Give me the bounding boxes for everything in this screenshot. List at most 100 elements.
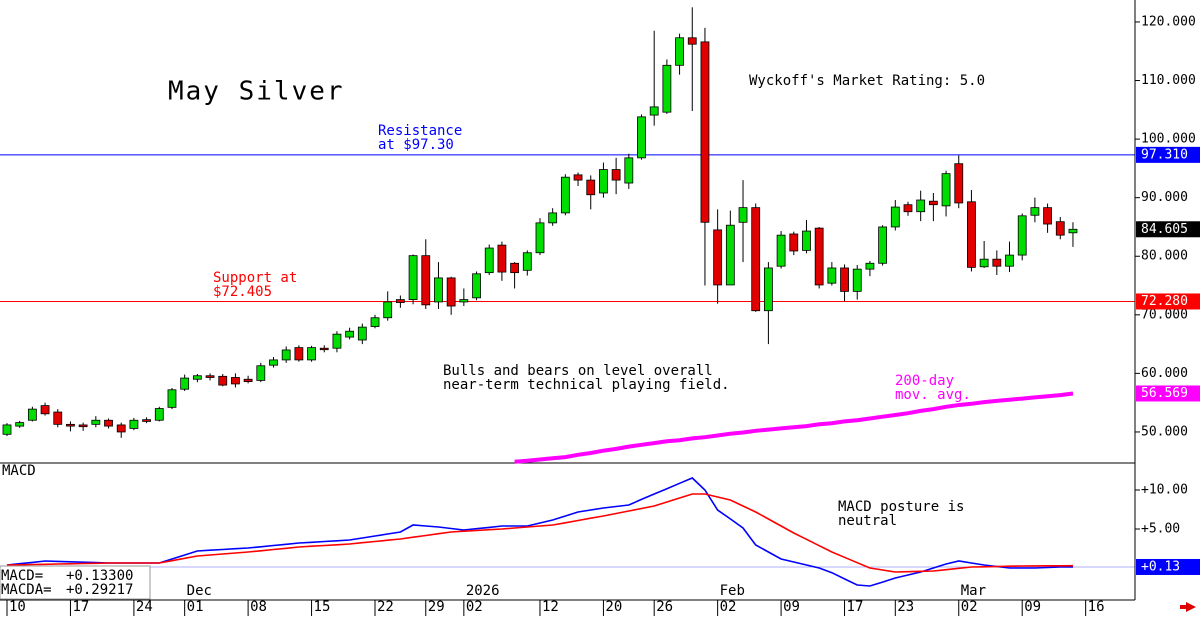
level-label: +0.13 [1141, 559, 1180, 574]
candle-body [40, 405, 50, 415]
candle-body [662, 64, 672, 113]
x-tick-label: 23 [897, 599, 914, 615]
candle-body [205, 375, 215, 378]
x-tick-label: 01 [187, 599, 204, 615]
candle-body [231, 377, 240, 385]
candle-body [611, 169, 621, 181]
candle-body [624, 157, 634, 184]
level-label: 72.280 [1141, 294, 1188, 309]
x-tick-label: 24 [136, 599, 153, 615]
x-tick-label: 22 [377, 599, 394, 615]
candle-body [852, 268, 862, 292]
candle-body [979, 258, 989, 268]
resistance-note: at $97.30 [378, 137, 454, 153]
macd-note: neutral [838, 513, 897, 529]
month-label: Mar [961, 583, 986, 599]
x-tick-label: 15 [314, 599, 331, 615]
readout-value: +0.29217 [66, 582, 133, 598]
x-tick-label: 02 [720, 599, 737, 615]
candle-body [294, 347, 304, 361]
candle-body [421, 255, 431, 306]
candle-body [357, 326, 367, 341]
y-tick-label: 70.000 [1141, 307, 1188, 322]
candle-body [649, 106, 659, 116]
readout-value: +0.13300 [66, 568, 133, 584]
candle-body [675, 37, 684, 66]
month-label: Feb [720, 583, 745, 599]
candle-body [1030, 207, 1040, 216]
comment: Bulls and bears on level overall [443, 363, 713, 379]
candle-body [827, 267, 837, 284]
candle-body [890, 206, 900, 228]
y-tick-label: 120.000 [1141, 14, 1196, 29]
candle-body [269, 359, 278, 366]
candle-body [1005, 254, 1014, 267]
y-tick-label: 100.000 [1141, 132, 1196, 147]
candle-body [510, 262, 520, 274]
candle-body [395, 299, 405, 303]
candle-body [814, 227, 824, 286]
comment: near-term technical playing field. [443, 377, 730, 393]
ma-note: mov. avg. [895, 387, 971, 403]
candle-body [459, 299, 469, 303]
y-tick-label: +5.00 [1141, 522, 1180, 537]
support-note: $72.405 [213, 284, 272, 300]
x-tick-label: 26 [656, 599, 673, 615]
x-tick-label: 10 [9, 599, 26, 615]
candle-body [776, 234, 786, 267]
candle-body [484, 247, 494, 274]
candle-body [764, 267, 773, 312]
candle-body [15, 422, 25, 427]
support-note: Support at [213, 270, 297, 286]
readout-box [0, 565, 151, 600]
moving-average [514, 391, 1074, 464]
x-tick-label: 20 [605, 599, 622, 615]
candle-body [967, 201, 976, 268]
candle-body [78, 424, 88, 428]
candle-body [104, 419, 113, 427]
candle-body [53, 411, 63, 425]
candle-body [802, 230, 811, 251]
candle-body [599, 169, 608, 194]
macd-line [6, 477, 1073, 587]
macd-title: MACD [2, 463, 36, 479]
candle-body [218, 375, 228, 386]
candle-body [243, 378, 253, 382]
candle-body [91, 419, 101, 425]
level-marker [1136, 221, 1200, 238]
x-tick-label: 02 [961, 599, 978, 615]
macd-line [6, 493, 1074, 573]
candle-body [573, 174, 583, 181]
macd-note: MACD posture is [838, 499, 964, 515]
chart-title: May Silver [168, 77, 345, 107]
x-tick-label: 09 [783, 599, 800, 615]
candle-body [66, 423, 75, 427]
candle-body [142, 419, 151, 422]
candle-body [1043, 207, 1052, 225]
candle-body [154, 408, 164, 421]
y-tick-label: 110.000 [1141, 73, 1196, 88]
candle-body [370, 317, 380, 327]
candle-body [789, 233, 799, 252]
candle-body [345, 330, 355, 338]
level-marker [1136, 146, 1200, 163]
candle-body [1068, 228, 1078, 234]
candle-body [954, 163, 964, 204]
candle-body [751, 207, 761, 312]
candle-body [408, 255, 418, 300]
resistance-note: Resistance [378, 123, 462, 139]
candle-body [27, 408, 37, 421]
month-label: Dec [187, 583, 212, 599]
candle-body [586, 179, 596, 196]
x-tick-label: 16 [1088, 599, 1105, 615]
month-label: 2026 [466, 583, 500, 599]
candle-body [1017, 215, 1027, 256]
candle-body [637, 116, 646, 159]
candle-body [307, 347, 316, 361]
candle-body [497, 244, 507, 273]
candle-body [256, 365, 266, 381]
ma-note: 200-day [895, 373, 954, 389]
candle-body [192, 375, 202, 380]
candle-body [446, 277, 456, 307]
